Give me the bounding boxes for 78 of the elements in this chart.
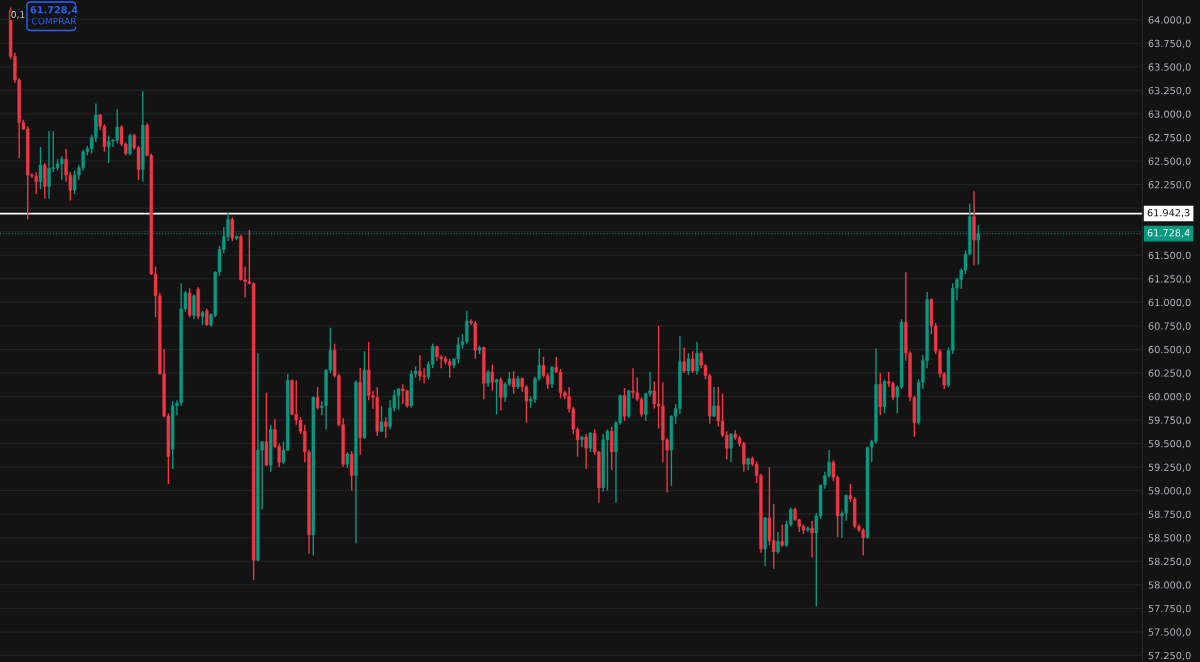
candlestick [771, 503, 776, 570]
y-tick-label: 61.500,0 [1148, 251, 1191, 261]
candlestick [550, 365, 554, 389]
y-tick-label: 63.000,0 [1148, 110, 1191, 119]
y-tick-label: 63.500,0 [1148, 63, 1191, 72]
candlestick [315, 386, 320, 411]
candlestick [605, 428, 610, 492]
y-tick-label: 60.000,0 [1148, 392, 1191, 402]
candlestick [72, 169, 77, 195]
candlestick [490, 363, 495, 392]
candlestick [780, 523, 784, 548]
y-tick-label: 60.750,0 [1148, 322, 1191, 331]
candlestick [558, 368, 563, 400]
candlestick [384, 416, 388, 439]
y-tick-label: 59.250,0 [1148, 463, 1191, 472]
ref-line-label: 61.728,4 [1147, 229, 1190, 238]
candlestick [511, 370, 516, 395]
candlestick [652, 380, 657, 410]
candlestick [976, 224, 980, 266]
y-tick-label: 62.750,0 [1148, 133, 1191, 143]
annotation: 0,1 [11, 11, 25, 19]
y-tick-label: 58.750,0 [1148, 510, 1191, 519]
candlestick [972, 190, 976, 267]
candlestick [891, 380, 895, 401]
y-tick-label: 63.750,0 [1148, 39, 1191, 49]
y-tick-label: 61.000,0 [1148, 298, 1191, 308]
candlestick [187, 287, 192, 319]
candlestick [729, 432, 733, 464]
y-tick-label: 57.500,0 [1148, 628, 1191, 637]
y-tick-label: 62.500,0 [1148, 157, 1191, 166]
y-tick-label: 58.500,0 [1148, 534, 1191, 543]
candlestick [418, 354, 422, 382]
candlestick [47, 130, 51, 200]
y-tick-label: 58.000,0 [1148, 581, 1191, 590]
candlestick [810, 520, 814, 559]
y-tick-label: 57.250,0 [1148, 651, 1191, 661]
candlestick [584, 433, 588, 470]
candlestick [686, 352, 691, 376]
y-tick-label: 61.250,0 [1148, 275, 1191, 284]
candlestick [494, 377, 499, 416]
candlestick [230, 216, 235, 242]
y-tick-label: 59.000,0 [1148, 487, 1191, 496]
y-tick-label: 58.250,0 [1148, 557, 1191, 567]
candlestick [401, 383, 405, 405]
candlestick [690, 350, 695, 374]
candlestick [34, 171, 38, 195]
candlestick [43, 162, 47, 200]
candlestick [128, 133, 132, 157]
candlestick [695, 341, 699, 376]
candlestick [622, 387, 627, 422]
candlestick [776, 531, 780, 555]
y-tick-label: 60.500,0 [1148, 345, 1191, 355]
annotation: 61.728,4 [30, 6, 78, 15]
candlestick [388, 399, 392, 431]
y-tick-label: 60.250,0 [1148, 369, 1191, 378]
candlestick [861, 527, 865, 557]
candlestick [192, 294, 196, 320]
candlestick [682, 346, 686, 374]
candlestick [115, 108, 119, 144]
y-tick-label: 64.000,0 [1148, 16, 1191, 25]
candlestick [609, 425, 614, 471]
candlestick [588, 431, 593, 453]
y-tick-label: 63.250,0 [1148, 86, 1191, 96]
candlestick [878, 372, 882, 416]
ref-line-label: 61.942,3 [1147, 209, 1190, 218]
y-tick-label: 59.750,0 [1148, 416, 1191, 425]
candlestick [38, 146, 43, 190]
candlestick [349, 450, 354, 492]
candlestick [631, 367, 635, 400]
candlestick [499, 376, 503, 412]
candlestick [712, 386, 716, 418]
y-tick-label: 57.750,0 [1148, 604, 1191, 614]
candlestick [379, 405, 384, 433]
y-tick-label: 62.250,0 [1148, 181, 1191, 190]
candlestick [107, 134, 111, 164]
annotation: COMPRAR [32, 17, 77, 25]
candlestick [264, 391, 269, 467]
y-tick-label: 59.500,0 [1148, 440, 1191, 449]
